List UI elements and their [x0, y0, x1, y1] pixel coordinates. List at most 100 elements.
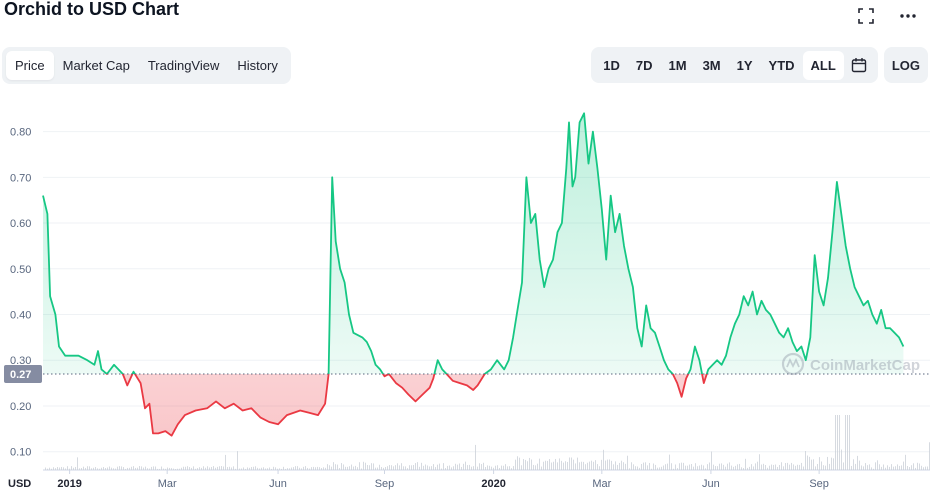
volume-bar: [755, 463, 756, 470]
tab-market-cap[interactable]: Market Cap: [62, 58, 130, 73]
volume-bar: [799, 464, 800, 470]
price-areas: [43, 113, 904, 436]
volume-bar: [471, 466, 472, 470]
volume-bar: [107, 467, 108, 470]
volume-bar: [75, 466, 76, 470]
volume-bar: [757, 461, 758, 470]
log-toggle-group: LOG: [883, 47, 928, 83]
volume-bar: [593, 461, 594, 470]
range-7d[interactable]: 7D: [635, 57, 653, 73]
volume-bar: [397, 463, 398, 470]
volume-bar: [225, 454, 226, 470]
range-1y[interactable]: 1Y: [736, 57, 753, 73]
volume-bar: [367, 464, 368, 470]
volume-bar: [273, 466, 274, 470]
range-1d[interactable]: 1D: [603, 57, 620, 73]
volume-bar: [793, 464, 794, 470]
volume-bar: [195, 468, 196, 470]
volume-bar: [873, 468, 874, 470]
volume-bar: [797, 464, 798, 470]
range-all[interactable]: ALL: [802, 50, 844, 80]
volume-bar: [351, 464, 352, 470]
volume-bar: [721, 463, 722, 470]
volume-bar: [485, 466, 486, 470]
volume-bar: [431, 466, 432, 470]
volume-bar: [95, 467, 96, 470]
volume-bar: [63, 467, 64, 470]
volume-bar: [461, 466, 462, 470]
volume-bar: [363, 461, 364, 470]
current-price-label: 0.27: [10, 369, 31, 381]
volume-bar: [899, 465, 900, 470]
volume-bar: [577, 457, 578, 470]
calendar-icon[interactable]: [844, 51, 874, 80]
x-tick-label: Sep: [375, 478, 395, 490]
volume-bar: [811, 459, 812, 470]
volume-bar: [405, 466, 406, 470]
volume-bar: [633, 464, 634, 470]
volume-bar: [833, 458, 834, 470]
volume-bar: [197, 468, 198, 470]
volume-bar: [447, 465, 448, 470]
volume-bar: [905, 454, 906, 470]
volume-bar: [211, 466, 212, 470]
volume-bar: [609, 459, 610, 470]
log-scale-button[interactable]: LOG: [891, 57, 920, 73]
tab-price[interactable]: Price: [6, 51, 54, 80]
volume-bar: [489, 465, 490, 470]
volume-bar: [269, 467, 270, 470]
volume-bar: [765, 465, 766, 470]
volume-bar: [355, 465, 356, 470]
range-1m[interactable]: 1M: [668, 57, 687, 73]
y-tick-label: 0.30: [10, 355, 31, 367]
volume-bar: [725, 466, 726, 470]
volume-bar: [291, 467, 292, 470]
volume-bar: [467, 465, 468, 470]
volume-bar: [865, 463, 866, 470]
volume-bar: [629, 468, 630, 470]
volume-bar: [911, 465, 912, 470]
volume-bar: [323, 467, 324, 470]
volume-bar: [201, 467, 202, 470]
volume-bar: [175, 468, 176, 470]
volume-bar: [105, 468, 106, 470]
volume-bar: [595, 460, 596, 470]
volume-bar: [361, 468, 362, 470]
tab-tradingview[interactable]: TradingView: [147, 58, 220, 73]
volume-bar: [523, 459, 524, 470]
volume-bar: [457, 464, 458, 470]
volume-bar: [867, 465, 868, 470]
volume-bar: [789, 464, 790, 470]
more-icon[interactable]: [898, 6, 918, 26]
volume-bar: [141, 466, 142, 470]
volume-bar: [773, 464, 774, 470]
volume-bar: [631, 462, 632, 470]
watermark: CoinMarketCap: [781, 352, 920, 376]
volume-bar: [809, 456, 810, 470]
volume-bar: [91, 468, 92, 470]
volume-bar: [517, 456, 518, 470]
volume-bar: [727, 463, 728, 470]
volume-bar: [99, 468, 100, 470]
volume-bar: [665, 464, 666, 470]
fullscreen-icon[interactable]: [856, 6, 876, 26]
volume-bar: [531, 459, 532, 470]
volume-bar: [683, 462, 684, 470]
volume-bar: [87, 466, 88, 470]
volume-bar: [379, 464, 380, 470]
volume-bar: [265, 468, 266, 470]
volume-bar: [295, 466, 296, 470]
volume-bar: [135, 467, 136, 470]
volume-bar: [657, 467, 658, 470]
volume-bar: [493, 467, 494, 470]
range-ytd[interactable]: YTD: [768, 57, 795, 73]
volume-bar: [427, 465, 428, 470]
volume-bar: [661, 466, 662, 470]
tab-history[interactable]: History: [237, 58, 278, 73]
volume-bar: [861, 465, 862, 470]
range-3m[interactable]: 3M: [702, 57, 721, 73]
volume-bar: [625, 463, 626, 470]
volume-bar: [263, 467, 264, 470]
volume-bar: [829, 463, 830, 470]
